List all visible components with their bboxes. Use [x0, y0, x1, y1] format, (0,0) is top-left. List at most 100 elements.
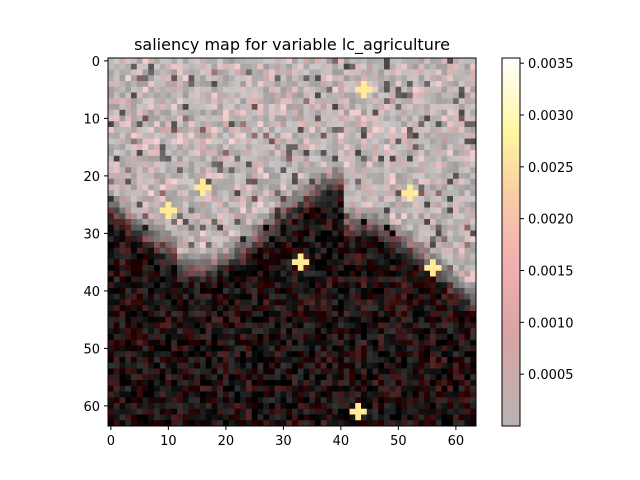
- heatmap-cell: [424, 334, 431, 341]
- heatmap-cell: [125, 81, 132, 88]
- heatmap-cell: [154, 201, 161, 208]
- heatmap-cell: [148, 58, 155, 65]
- heatmap-cell: [234, 58, 241, 65]
- heatmap-cell: [251, 86, 258, 93]
- heatmap-cell: [217, 322, 224, 329]
- heatmap-cell: [119, 305, 126, 312]
- heatmap-cell: [211, 150, 218, 157]
- heatmap-cell: [171, 63, 178, 70]
- heatmap-cell: [292, 362, 299, 369]
- heatmap-cell: [458, 190, 465, 197]
- heatmap-cell: [361, 276, 368, 283]
- heatmap-cell: [125, 288, 132, 295]
- heatmap-cell: [424, 288, 431, 295]
- heatmap-cell: [142, 385, 149, 392]
- heatmap-cell: [430, 230, 437, 237]
- heatmap-cell: [418, 178, 425, 185]
- x-tick-label: 40: [333, 434, 350, 449]
- heatmap-cell: [315, 293, 322, 300]
- heatmap-cell: [246, 385, 253, 392]
- heatmap-cell: [407, 230, 414, 237]
- heatmap-cell: [407, 75, 414, 82]
- heatmap-cell: [401, 362, 408, 369]
- heatmap-cell: [165, 420, 172, 427]
- heatmap-cell: [194, 230, 201, 237]
- heatmap-cell: [234, 403, 241, 410]
- heatmap-cell: [355, 86, 362, 93]
- heatmap-cell: [125, 86, 132, 93]
- heatmap-cell: [246, 293, 253, 300]
- heatmap-cell: [148, 161, 155, 168]
- heatmap-cell: [418, 69, 425, 76]
- heatmap-cell: [361, 190, 368, 197]
- heatmap-cell: [412, 155, 419, 162]
- heatmap-cell: [194, 69, 201, 76]
- heatmap-cell: [131, 224, 138, 231]
- heatmap-cell: [251, 213, 258, 220]
- heatmap-cell: [263, 345, 270, 352]
- heatmap-cell: [171, 311, 178, 318]
- heatmap-cell: [136, 86, 143, 93]
- heatmap-cell: [125, 316, 132, 323]
- heatmap-cell: [240, 351, 247, 358]
- heatmap-cell: [315, 115, 322, 122]
- heatmap-cell: [292, 247, 299, 254]
- heatmap-cell: [441, 69, 448, 76]
- heatmap-cell: [395, 345, 402, 352]
- heatmap-cell: [188, 178, 195, 185]
- heatmap-cell: [148, 98, 155, 105]
- heatmap-cell: [401, 374, 408, 381]
- heatmap-cell: [246, 224, 253, 231]
- heatmap-cell: [246, 368, 253, 375]
- heatmap-cell: [338, 109, 345, 116]
- heatmap-cell: [188, 368, 195, 375]
- heatmap-cell: [142, 328, 149, 335]
- heatmap-cell: [131, 230, 138, 237]
- heatmap-cell: [384, 299, 391, 306]
- heatmap-cell: [355, 276, 362, 283]
- heatmap-cell: [177, 414, 184, 421]
- heatmap-cell: [407, 86, 414, 93]
- heatmap-cell: [309, 178, 316, 185]
- heatmap-cell: [303, 127, 310, 134]
- heatmap-cell: [407, 259, 414, 266]
- heatmap-cell: [343, 190, 350, 197]
- heatmap-cell: [361, 270, 368, 277]
- heatmap-cell: [435, 150, 442, 157]
- heatmap-cell: [332, 420, 339, 427]
- heatmap-cell: [372, 351, 379, 358]
- heatmap-cell: [286, 253, 293, 260]
- heatmap-cell: [125, 385, 132, 392]
- heatmap-cell: [441, 184, 448, 191]
- heatmap-cell: [418, 207, 425, 214]
- heatmap-cell: [303, 104, 310, 111]
- heatmap-cell: [165, 408, 172, 415]
- heatmap-cell: [401, 207, 408, 214]
- heatmap-cell: [338, 385, 345, 392]
- heatmap-cell: [251, 270, 258, 277]
- heatmap-cell: [303, 236, 310, 243]
- heatmap-cell: [165, 299, 172, 306]
- heatmap-cell: [211, 276, 218, 283]
- heatmap-cell: [401, 368, 408, 375]
- heatmap-cell: [223, 104, 230, 111]
- heatmap-cell: [205, 155, 212, 162]
- heatmap-cell: [407, 63, 414, 70]
- heatmap-cell: [119, 368, 126, 375]
- heatmap-cell: [303, 391, 310, 398]
- heatmap-cell: [142, 339, 149, 346]
- heatmap-cell: [131, 63, 138, 70]
- heatmap-cell: [217, 408, 224, 415]
- heatmap-cell: [274, 115, 281, 122]
- heatmap-cell: [412, 178, 419, 185]
- heatmap-cell: [332, 247, 339, 254]
- heatmap-cell: [246, 403, 253, 410]
- heatmap-cell: [194, 299, 201, 306]
- heatmap-cell: [223, 196, 230, 203]
- heatmap-cell: [280, 288, 287, 295]
- heatmap-cell: [223, 374, 230, 381]
- heatmap-cell: [217, 420, 224, 427]
- heatmap-cell: [205, 150, 212, 157]
- heatmap-cell: [366, 362, 373, 369]
- heatmap-cell: [113, 322, 120, 329]
